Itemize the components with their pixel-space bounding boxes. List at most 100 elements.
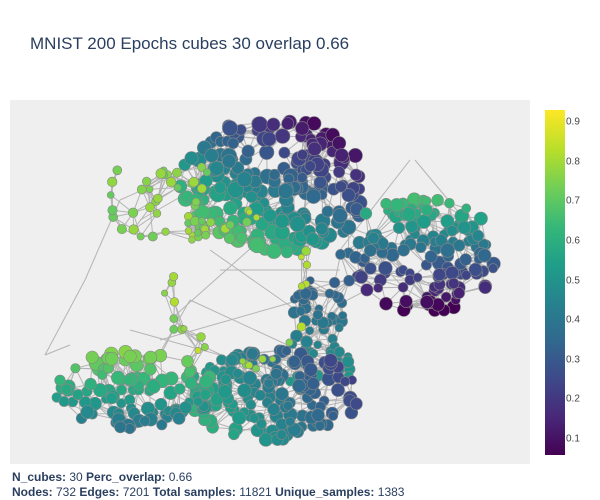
graph-node[interactable] bbox=[307, 141, 322, 157]
graph-node[interactable] bbox=[136, 184, 147, 195]
graph-node[interactable] bbox=[295, 121, 310, 136]
graph-node[interactable] bbox=[301, 246, 311, 256]
graph-node[interactable] bbox=[227, 137, 239, 150]
graph-node[interactable] bbox=[169, 324, 179, 334]
graph-node[interactable] bbox=[419, 295, 434, 309]
graph-node[interactable] bbox=[197, 217, 206, 225]
graph-node[interactable] bbox=[263, 208, 277, 223]
graph-node[interactable] bbox=[283, 400, 294, 411]
graph-node[interactable] bbox=[332, 136, 347, 151]
graph-node[interactable] bbox=[106, 191, 115, 199]
graph-node[interactable] bbox=[313, 175, 327, 190]
graph-node[interactable] bbox=[378, 261, 393, 276]
graph-node[interactable] bbox=[424, 250, 438, 263]
graph-node[interactable] bbox=[72, 389, 84, 401]
graph-node[interactable] bbox=[305, 188, 322, 204]
graph-node[interactable] bbox=[281, 117, 295, 130]
graph-node[interactable] bbox=[360, 283, 374, 297]
graph-node[interactable] bbox=[397, 282, 409, 293]
graph-node[interactable] bbox=[285, 338, 294, 347]
graph-node[interactable] bbox=[173, 183, 182, 192]
graph-node[interactable] bbox=[181, 355, 194, 368]
graph-node[interactable] bbox=[80, 405, 95, 419]
graph-node[interactable] bbox=[364, 262, 377, 275]
graph-node[interactable] bbox=[296, 149, 308, 161]
graph-node[interactable] bbox=[155, 168, 167, 179]
graph-node[interactable] bbox=[397, 243, 410, 257]
graph-node[interactable] bbox=[239, 357, 246, 365]
graph-node[interactable] bbox=[209, 160, 225, 176]
graph-node[interactable] bbox=[334, 323, 344, 333]
graph-node[interactable] bbox=[232, 368, 243, 379]
graph-node[interactable] bbox=[341, 355, 355, 368]
graph-node[interactable] bbox=[188, 176, 200, 188]
graph-node[interactable] bbox=[488, 263, 499, 274]
graph-node[interactable] bbox=[225, 353, 239, 367]
graph-node[interactable] bbox=[93, 383, 108, 398]
graph-node[interactable] bbox=[303, 362, 318, 377]
graph-node[interactable] bbox=[180, 325, 188, 333]
plot-area[interactable] bbox=[10, 100, 530, 464]
graph-node[interactable] bbox=[136, 232, 145, 241]
graph-node[interactable] bbox=[249, 413, 260, 424]
graph-node[interactable] bbox=[269, 355, 277, 363]
graph-node[interactable] bbox=[267, 402, 281, 416]
graph-node[interactable] bbox=[169, 314, 179, 323]
graph-node[interactable] bbox=[54, 374, 66, 386]
graph-node[interactable] bbox=[214, 181, 227, 194]
graph-node[interactable] bbox=[328, 410, 339, 421]
graph-node[interactable] bbox=[338, 311, 348, 321]
graph-node[interactable] bbox=[172, 167, 182, 178]
graph-node[interactable] bbox=[85, 350, 99, 364]
graph-node[interactable] bbox=[145, 202, 155, 213]
graph-node[interactable] bbox=[444, 197, 455, 209]
graph-node[interactable] bbox=[263, 378, 274, 389]
graph-node[interactable] bbox=[334, 148, 349, 163]
graph-node[interactable] bbox=[349, 397, 363, 411]
graph-node[interactable] bbox=[200, 343, 209, 352]
graph-node[interactable] bbox=[165, 176, 177, 188]
graph-node[interactable] bbox=[277, 183, 294, 199]
graph-node[interactable] bbox=[311, 408, 325, 422]
graph-node[interactable] bbox=[280, 246, 293, 259]
graph-node[interactable] bbox=[281, 345, 292, 356]
graph-node[interactable] bbox=[245, 190, 258, 203]
graph-node[interactable] bbox=[116, 398, 127, 409]
graph-node[interactable] bbox=[308, 348, 319, 359]
graph-node[interactable] bbox=[252, 364, 260, 373]
graph-node[interactable] bbox=[321, 205, 334, 218]
graph-node[interactable] bbox=[199, 374, 213, 389]
graph-node[interactable] bbox=[145, 185, 154, 193]
graph-nodes[interactable] bbox=[51, 114, 501, 447]
graph-node[interactable] bbox=[161, 289, 169, 297]
graph-node[interactable] bbox=[412, 272, 423, 283]
graph-node[interactable] bbox=[123, 374, 134, 386]
graph-node[interactable] bbox=[306, 377, 320, 391]
graph-node[interactable] bbox=[445, 265, 459, 280]
graph-node[interactable] bbox=[299, 287, 312, 300]
graph-node[interactable] bbox=[421, 196, 432, 206]
graph-node[interactable] bbox=[193, 396, 203, 407]
graph-node[interactable] bbox=[206, 217, 216, 227]
graph-node[interactable] bbox=[274, 128, 291, 144]
graph-node[interactable] bbox=[245, 399, 257, 411]
graph-node[interactable] bbox=[144, 363, 157, 376]
graph-node[interactable] bbox=[70, 363, 81, 374]
graph-node[interactable] bbox=[84, 377, 97, 391]
graph-node[interactable] bbox=[347, 147, 363, 163]
graph-node[interactable] bbox=[457, 220, 472, 235]
graph-node[interactable] bbox=[304, 160, 316, 172]
graph-node[interactable] bbox=[196, 332, 206, 342]
graph-node[interactable] bbox=[253, 213, 261, 221]
graph-node[interactable] bbox=[172, 411, 186, 425]
graph-node[interactable] bbox=[298, 253, 305, 261]
graph-node[interactable] bbox=[432, 268, 446, 282]
graph-node[interactable] bbox=[196, 183, 207, 194]
graph-node[interactable] bbox=[401, 206, 417, 222]
graph-node[interactable] bbox=[461, 203, 472, 214]
graph-node[interactable] bbox=[154, 397, 168, 411]
graph-node[interactable] bbox=[276, 429, 288, 441]
graph-node[interactable] bbox=[335, 248, 346, 260]
graph-node[interactable] bbox=[220, 373, 232, 385]
graph-node[interactable] bbox=[97, 369, 108, 380]
